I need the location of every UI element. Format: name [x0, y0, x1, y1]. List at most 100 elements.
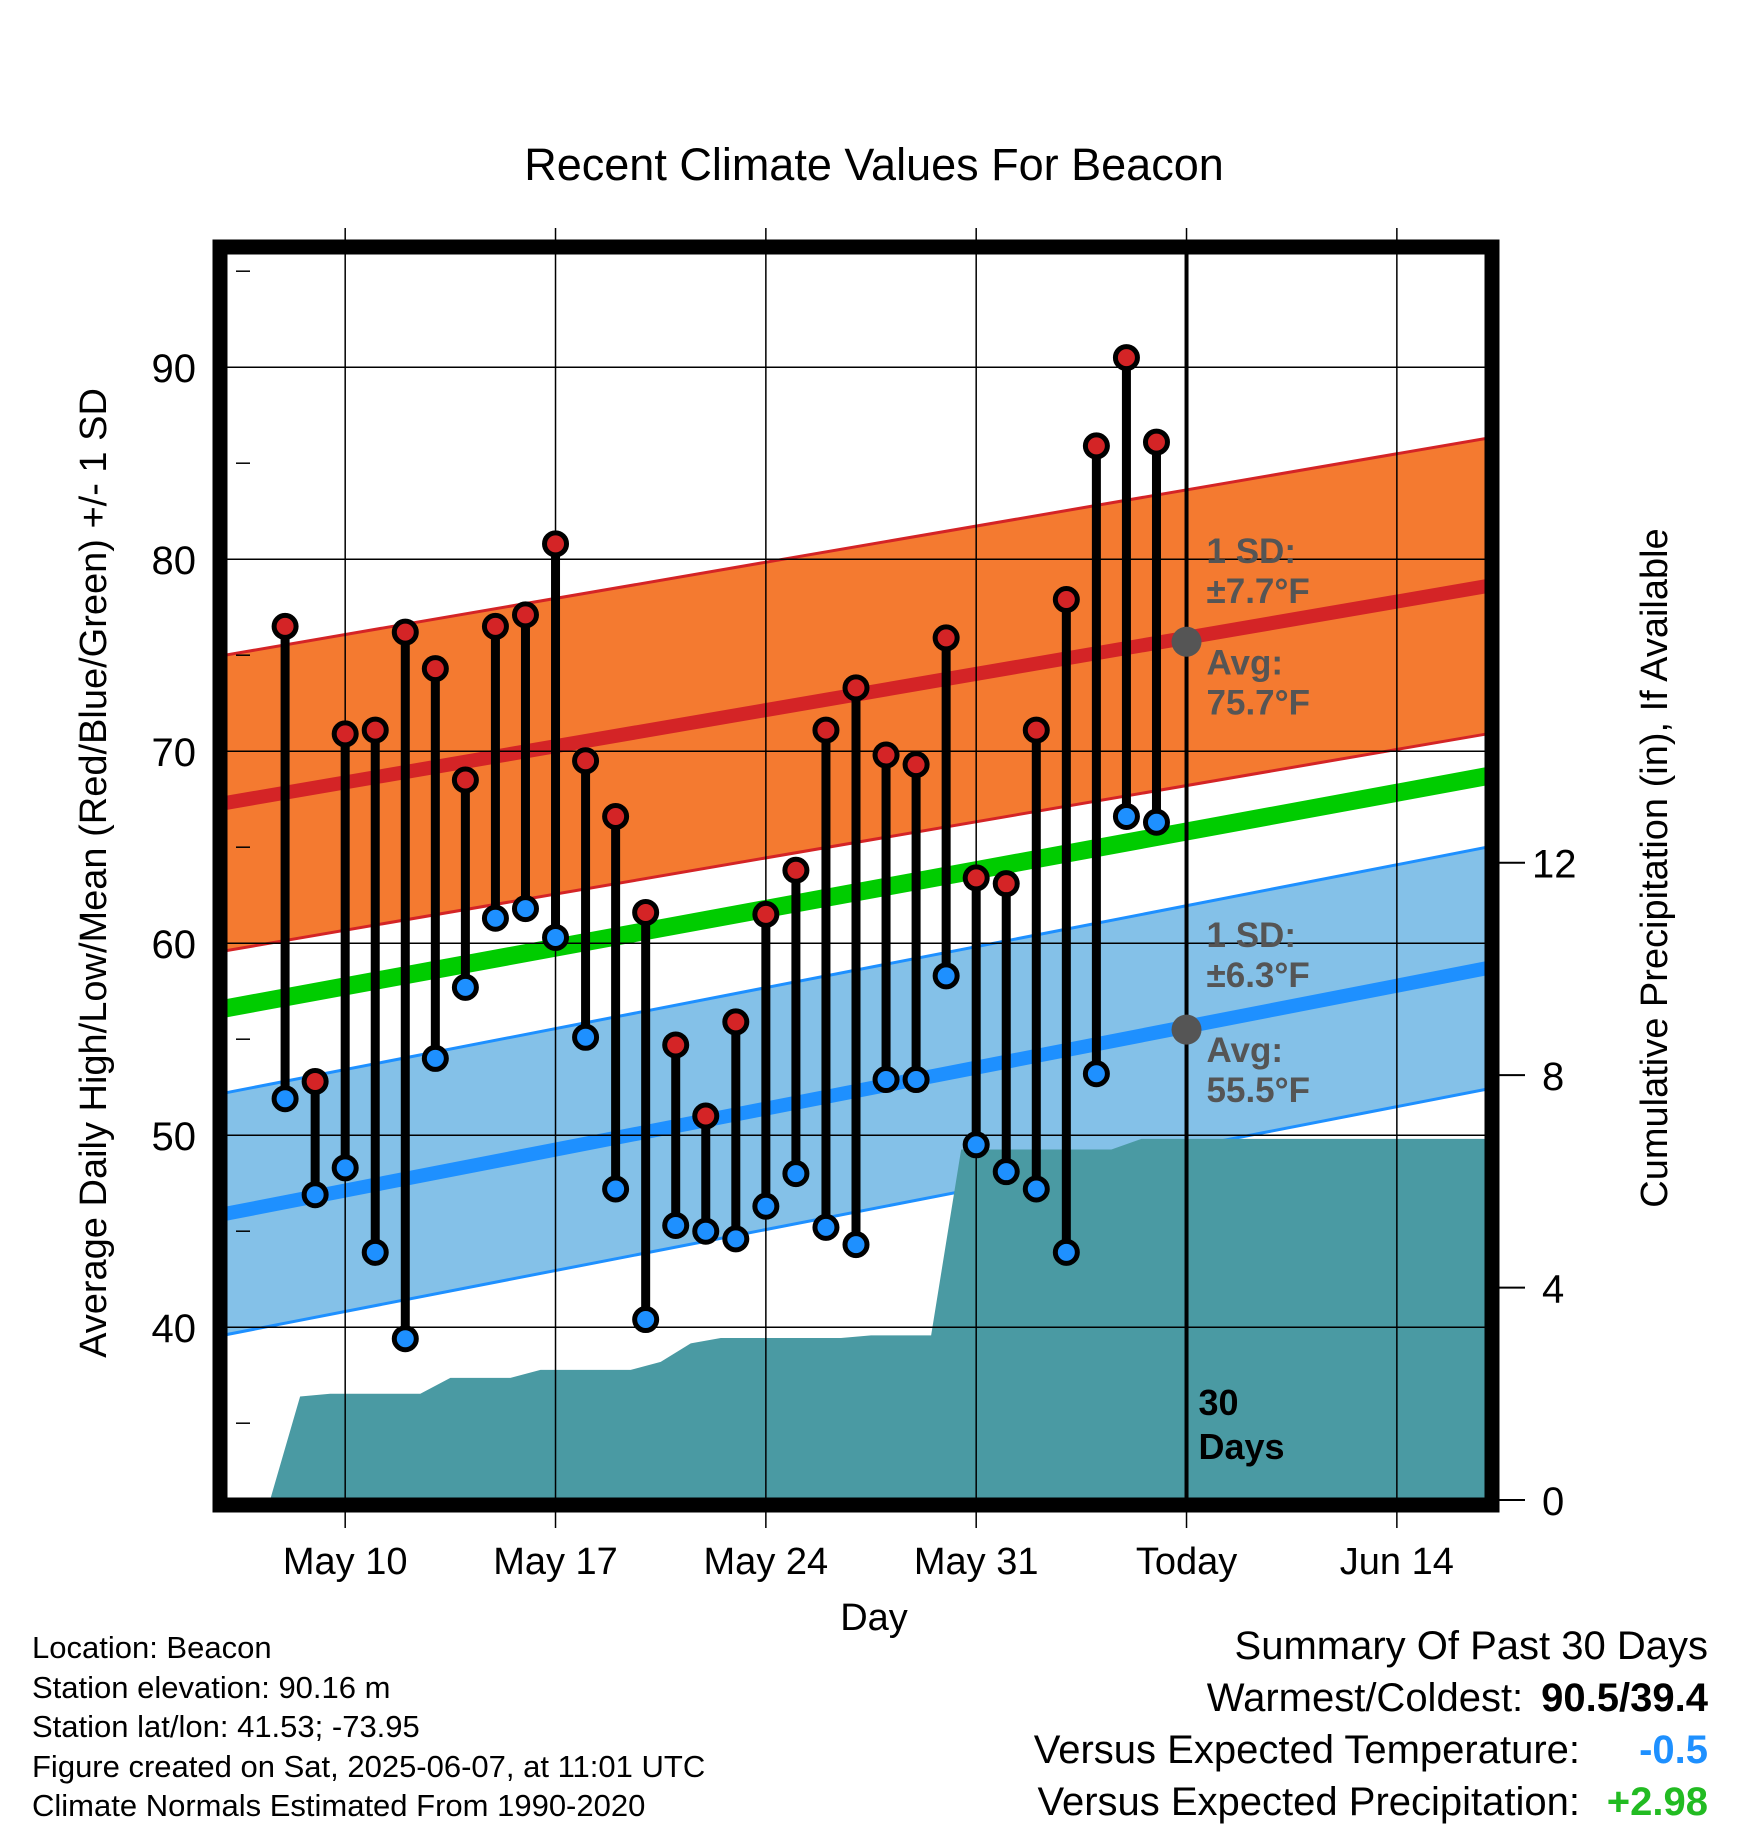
- x-tick-label: Today: [1136, 1541, 1237, 1583]
- station-info: Location: Beacon Station elevation: 90.1…: [32, 1628, 705, 1826]
- high-point: [271, 612, 299, 640]
- precip-value: +2.98: [1606, 1780, 1708, 1824]
- high-point: [331, 720, 359, 748]
- high-sd-annotation: 1 SD: ±7.7°F: [1207, 532, 1310, 611]
- low-point: [692, 1217, 720, 1245]
- high-point: [1022, 716, 1050, 744]
- low-point: [391, 1325, 419, 1353]
- low-point: [782, 1160, 810, 1188]
- y2-tick-label: 8: [1542, 1055, 1564, 1099]
- high-point: [1052, 586, 1080, 614]
- high-point: [572, 747, 600, 775]
- plot-frame: [212, 239, 1500, 1513]
- low-point: [842, 1231, 870, 1259]
- high-point: [872, 741, 900, 769]
- y2-tick-label: 12: [1532, 843, 1577, 887]
- low-point: [511, 895, 539, 923]
- high-point: [421, 655, 449, 683]
- today-low-avg-dot: [1171, 1014, 1202, 1045]
- high-point: [451, 766, 479, 794]
- y-tick-label: 90: [152, 347, 197, 391]
- low-point: [1052, 1238, 1080, 1266]
- normal-annotations: 1 SD: ±7.7°F Avg: 75.7°F 1 SD: ±6.3°F Avg: 55.5…: [1171, 252, 1311, 1500]
- low-point: [301, 1181, 329, 1209]
- precip-label: Versus Expected Precipitation:: [1037, 1780, 1580, 1824]
- high-point: [752, 900, 780, 928]
- low-point: [812, 1213, 840, 1241]
- low-point: [662, 1211, 690, 1239]
- low-point: [1112, 802, 1140, 830]
- low-point: [962, 1131, 990, 1159]
- low-point: [421, 1044, 449, 1072]
- latlon-text: Station lat/lon: 41.53; -73.95: [32, 1709, 420, 1744]
- warmest-row: Warmest/Coldest: 90.5/39.4: [1034, 1672, 1708, 1724]
- high-point: [812, 716, 840, 744]
- low-point: [1142, 808, 1170, 836]
- x-tick-label: May 24: [704, 1541, 829, 1583]
- high-point: [1112, 344, 1140, 372]
- temp-value: -0.5: [1639, 1728, 1708, 1772]
- y2-tick-label: 0: [1542, 1480, 1564, 1524]
- elevation-text: Station elevation: 90.16 m: [32, 1669, 391, 1705]
- y-tick-label: 50: [152, 1115, 197, 1159]
- low-point: [1022, 1175, 1050, 1203]
- warmest-value: 90.5/39.4: [1541, 1676, 1708, 1720]
- today-days-label: 30 Days: [1199, 1382, 1285, 1467]
- low-point: [331, 1154, 359, 1182]
- precipitation-area: [240, 1138, 1487, 1500]
- x-axis-label: Day: [840, 1597, 908, 1639]
- summary-title: Summary Of Past 30 Days: [1234, 1624, 1708, 1668]
- low-point: [752, 1192, 780, 1220]
- low-point: [1082, 1060, 1110, 1088]
- high-point: [361, 716, 389, 744]
- axes: 40 50 60 70 80 90 0 4 8 12 May 10 May 17 May 24 May 3…: [152, 228, 1577, 1583]
- daily-range-bars: [271, 344, 1170, 1353]
- x-tick-label: Jun 14: [1340, 1541, 1454, 1583]
- low-point: [872, 1066, 900, 1094]
- high-point: [932, 624, 960, 652]
- high-point: [391, 618, 419, 646]
- high-point: [301, 1067, 329, 1095]
- high-point: [662, 1031, 690, 1059]
- high-point: [542, 530, 570, 558]
- y2-tick-label: 4: [1542, 1268, 1564, 1312]
- high-point: [842, 674, 870, 702]
- low-point: [481, 904, 509, 932]
- high-point: [511, 601, 539, 629]
- precip-area: [240, 1138, 1487, 1500]
- location-text: Location: Beacon: [32, 1630, 272, 1665]
- high-point: [902, 751, 930, 779]
- low-point: [451, 973, 479, 1001]
- high-point: [722, 1008, 750, 1036]
- y-tick-label: 80: [152, 539, 197, 583]
- high-point: [1142, 428, 1170, 456]
- low-point: [602, 1175, 630, 1203]
- low-point: [542, 923, 570, 951]
- low-point: [992, 1158, 1020, 1186]
- low-point: [932, 962, 960, 990]
- temp-row: Versus Expected Temperature: -0.5: [1034, 1724, 1708, 1776]
- high-point: [632, 898, 660, 926]
- y-axis-label: Average Daily High/Low/Mean (Red/Blue/Gr…: [73, 388, 115, 1358]
- high-point: [692, 1102, 720, 1130]
- low-point: [902, 1066, 930, 1094]
- x-tick-label: May 31: [914, 1541, 1039, 1583]
- x-tick-label: May 10: [283, 1541, 408, 1583]
- plot-border: [212, 239, 1500, 1513]
- low-point: [271, 1085, 299, 1113]
- high-point: [992, 870, 1020, 898]
- precip-row: Versus Expected Precipitation: +2.98: [1034, 1776, 1708, 1828]
- x-tick-label: May 17: [493, 1541, 618, 1583]
- created-text: Figure created on Sat, 2025-06-07, at 11…: [32, 1748, 706, 1784]
- chart-title: Recent Climate Values For Beacon: [524, 139, 1224, 190]
- low-sd-annotation: 1 SD: ±6.3°F: [1207, 916, 1310, 995]
- y-tick-label: 40: [152, 1307, 197, 1351]
- low-point: [722, 1225, 750, 1253]
- low-avg-annotation: Avg: 55.5°F: [1207, 1031, 1311, 1110]
- y-tick-label: 60: [152, 923, 197, 967]
- y-tick-label: 70: [152, 731, 197, 775]
- low-point: [632, 1306, 660, 1334]
- high-point: [962, 864, 990, 892]
- normals-text: Climate Normals Estimated From 1990-2020: [32, 1788, 646, 1823]
